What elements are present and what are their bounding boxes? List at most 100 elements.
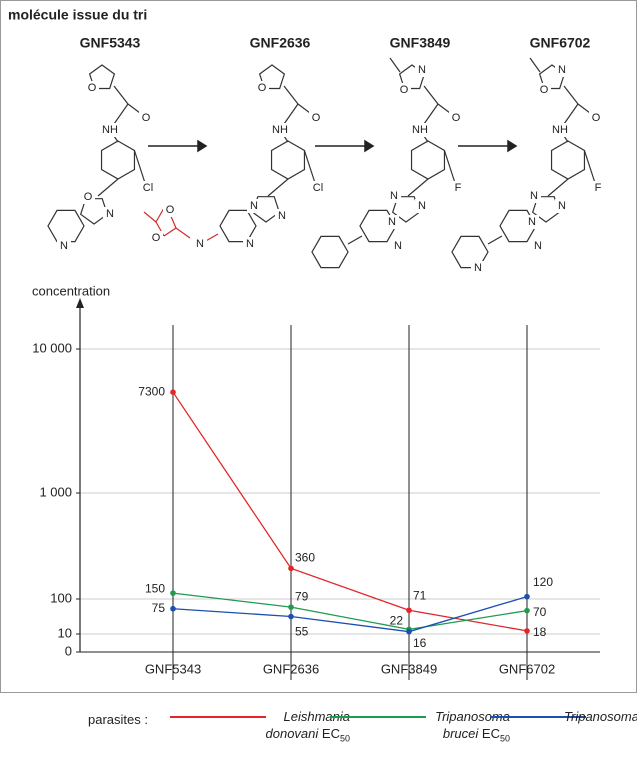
atom-label: O (312, 112, 321, 124)
data-label: 120 (533, 575, 553, 589)
data-label: 18 (533, 625, 547, 639)
y-tick-label: 10 (58, 625, 72, 640)
atom-label: N (250, 200, 258, 212)
bond (113, 85, 129, 105)
series-line (172, 391, 528, 632)
atom-bg (553, 123, 567, 137)
molecule-name: GNF5343 (80, 35, 141, 51)
bond (443, 150, 457, 187)
point (524, 628, 530, 634)
bond (303, 150, 317, 187)
title: molécule issue du tri (8, 7, 147, 23)
bond (423, 85, 439, 105)
atom-label: NH (552, 124, 568, 136)
atom-label: N (530, 190, 538, 202)
atom-label: N (528, 216, 536, 228)
bond (283, 103, 299, 125)
bond (113, 103, 129, 125)
atom-bg (555, 199, 569, 213)
atom-label: N (418, 200, 426, 212)
data-label: 71 (413, 588, 427, 602)
atom-label: O (88, 82, 97, 94)
atom-bg (311, 181, 325, 195)
atom-label: O (592, 112, 601, 124)
legend-entry: Tripanosoma cruzi EC50 (560, 708, 637, 748)
atom-bg (471, 261, 485, 275)
legend-subscript: 50 (499, 733, 510, 744)
atom-label: O (84, 191, 93, 203)
bond-ring (359, 209, 397, 243)
atom-bg (141, 181, 155, 195)
atom-bg (309, 111, 323, 125)
y-axis-arrow (76, 298, 84, 308)
legend-entry: Tripanosoma brucei EC50 (400, 708, 510, 748)
atom-label: F (455, 182, 462, 194)
point (170, 590, 176, 596)
bond (547, 178, 569, 197)
data-label: 16 (413, 636, 427, 650)
bond (267, 178, 289, 197)
atom-label: N (418, 64, 426, 76)
atom-bg (163, 203, 177, 217)
bond-ring (410, 140, 446, 180)
atom-label: O (258, 82, 267, 94)
atom-bg (85, 81, 99, 95)
legend-entry: Leishmania donovani EC50 (240, 708, 350, 748)
atom-label: Cl (143, 182, 153, 194)
atom-bg (273, 123, 287, 137)
molecule-name: GNF3849 (390, 35, 451, 51)
data-label: 79 (295, 589, 309, 603)
bond-ring (311, 235, 349, 269)
bond-ring (88, 64, 116, 90)
atom-label: N (60, 240, 68, 252)
atom-label: N (196, 238, 204, 250)
atom-label: N (394, 240, 402, 252)
atom-bg (57, 239, 71, 253)
legend-subscript: 50 (339, 733, 350, 744)
atom-bg (193, 237, 207, 251)
bond (389, 57, 401, 73)
molecule-name: GNF6702 (530, 35, 591, 51)
data-label: 7300 (138, 384, 165, 398)
bond (487, 235, 503, 245)
atom-label: N (246, 238, 254, 250)
arrows (148, 139, 518, 153)
atom-bg (415, 199, 429, 213)
bond-ring (258, 64, 286, 90)
bond (563, 103, 579, 125)
data-label: 55 (295, 625, 309, 639)
atom-bg (81, 190, 95, 204)
bond-ring (219, 209, 257, 243)
bond (347, 235, 363, 245)
atom-bg (385, 215, 399, 229)
legend-name: Leishmania donovani (265, 709, 350, 741)
y-axis-label: concentration (32, 283, 110, 298)
atom-bg (449, 111, 463, 125)
atom-bg (243, 237, 257, 251)
y-tick-label: 100 (50, 590, 72, 605)
point (406, 628, 412, 635)
atom-label: O (540, 84, 549, 96)
x-tick-label: GNF6702 (499, 661, 555, 676)
series-line (172, 592, 528, 630)
legend-swatch (170, 716, 266, 718)
atom-bg (103, 123, 117, 137)
atom-bg (531, 239, 545, 253)
atom-bg (275, 209, 289, 223)
atom-label: N (106, 208, 114, 220)
atom-label: N (558, 200, 566, 212)
atom-bg (387, 189, 401, 203)
legend-name: Tripanosoma brucei (435, 709, 510, 741)
atom-bg (537, 83, 551, 97)
atom-label: O (400, 84, 409, 96)
atom-label: NH (272, 124, 288, 136)
atom-bg (413, 123, 427, 137)
bond (155, 207, 165, 223)
atom-bg (247, 199, 261, 213)
point (170, 389, 176, 396)
atom-label: N (558, 64, 566, 76)
bond-ring (531, 196, 561, 223)
data-label: 360 (295, 551, 315, 565)
bond (175, 227, 191, 239)
